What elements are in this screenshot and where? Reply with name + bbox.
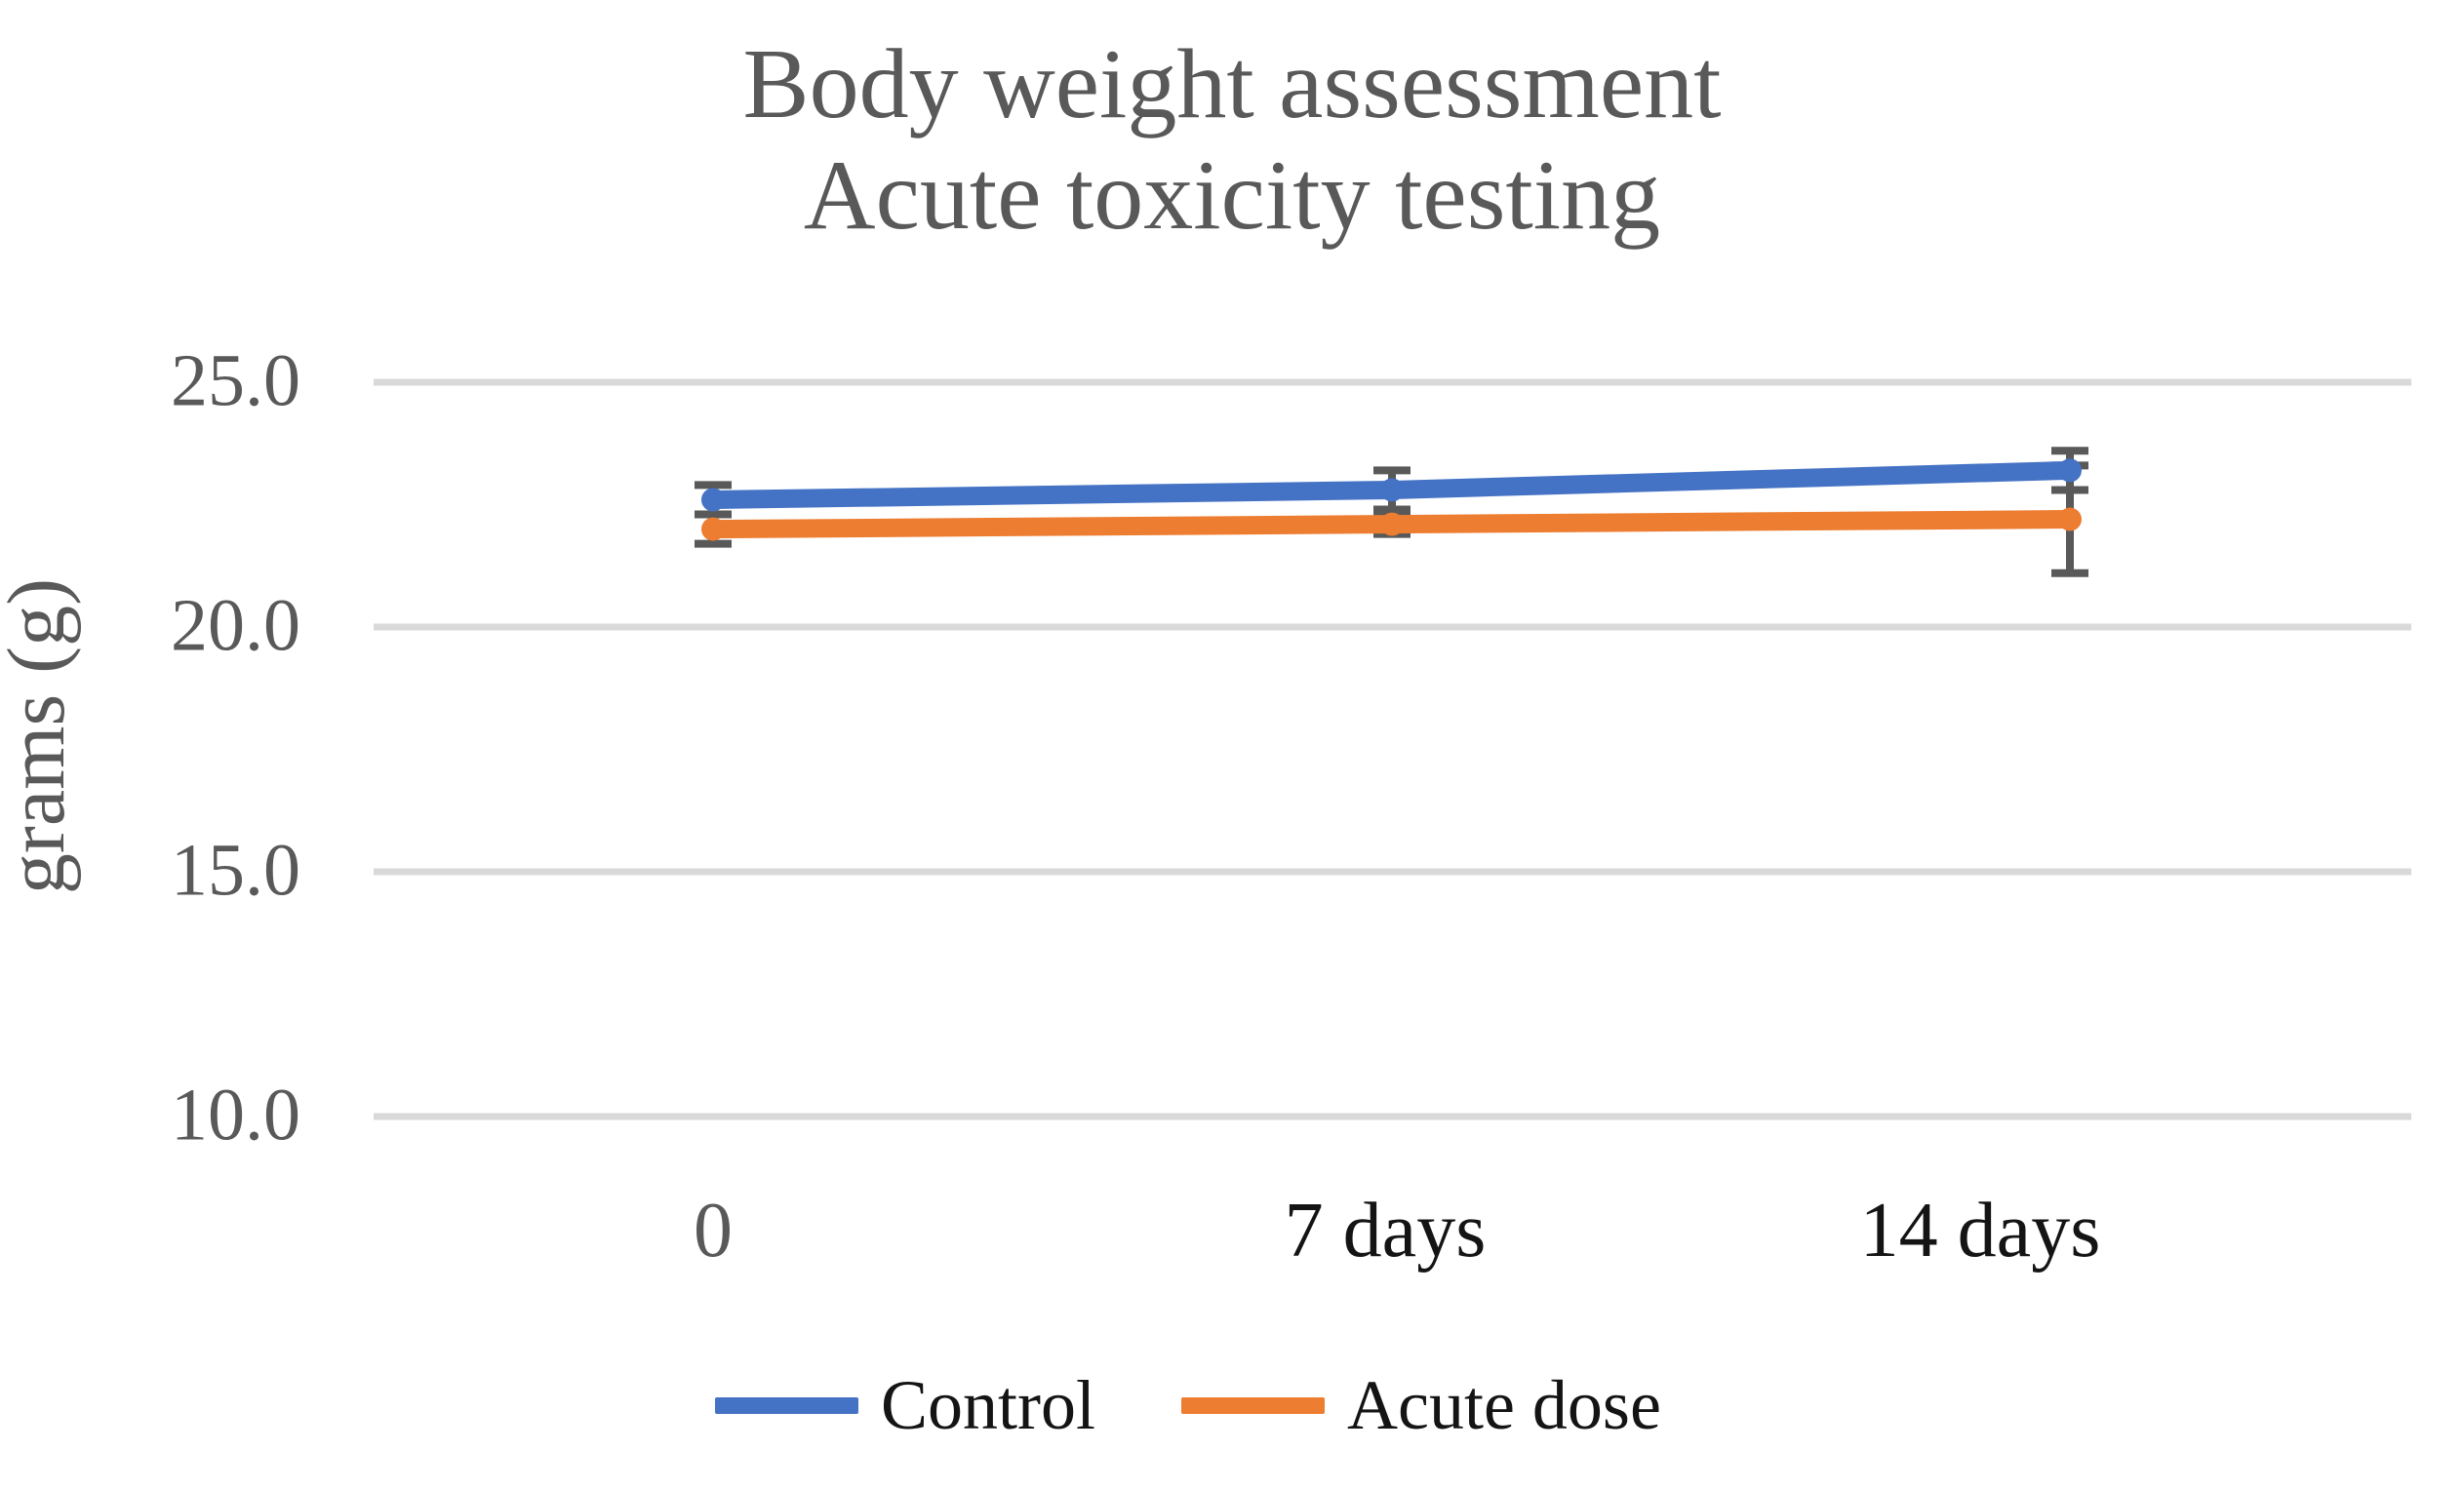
legend-label-control: Control bbox=[881, 1366, 1096, 1444]
chart-title-line1: Body weight assessment bbox=[742, 29, 1722, 139]
acute-dose-line-swatch-icon bbox=[1181, 1396, 1326, 1414]
x-tick-label: 0 bbox=[694, 1188, 733, 1274]
chart-title-line2: Acute toxicity testing bbox=[803, 140, 1661, 252]
acute-dose-marker bbox=[1380, 512, 1404, 536]
control-marker bbox=[2058, 458, 2082, 483]
y-tick-label: 15.0 bbox=[171, 829, 300, 912]
acute-dose-marker bbox=[2058, 507, 2082, 531]
y-tick-label: 20.0 bbox=[171, 584, 300, 667]
acute-dose-marker bbox=[701, 517, 725, 541]
control-marker bbox=[701, 488, 725, 512]
y-tick-label: 25.0 bbox=[171, 339, 300, 422]
chart-title: Body weight assessment Acute toxicity te… bbox=[0, 29, 2464, 252]
control-line-swatch-icon bbox=[715, 1396, 858, 1414]
legend-item-control: Control bbox=[715, 1370, 1095, 1440]
x-tick-label: 7 days bbox=[1284, 1188, 1487, 1274]
x-tick-label: 14 days bbox=[1859, 1188, 2101, 1274]
legend: Control Acute dose bbox=[715, 1370, 1661, 1440]
control-marker bbox=[1380, 478, 1404, 502]
y-tick-label: 10.0 bbox=[171, 1074, 300, 1157]
legend-label-acute-dose: Acute dose bbox=[1347, 1366, 1661, 1444]
legend-item-acute-dose: Acute dose bbox=[1181, 1370, 1661, 1440]
